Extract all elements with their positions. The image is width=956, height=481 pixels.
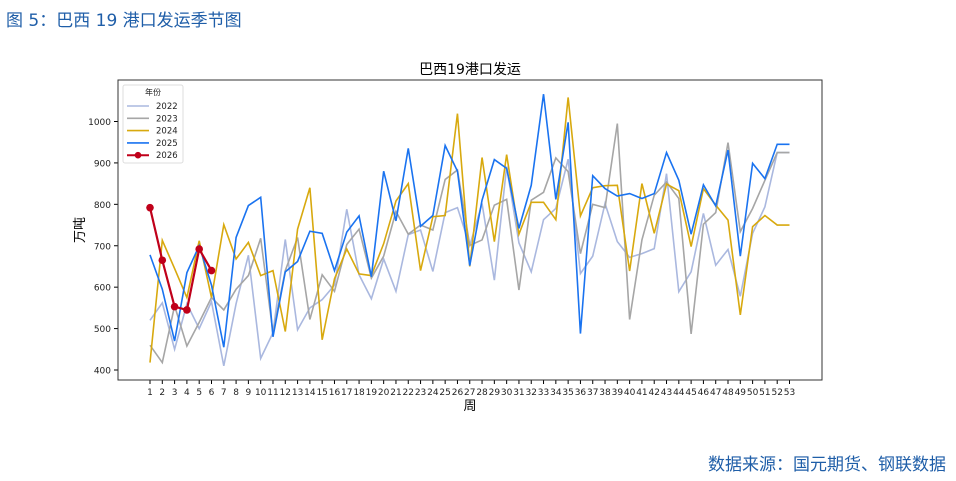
x-tick-label: 53: [784, 388, 795, 398]
y-axis-label: 万吨: [73, 217, 88, 243]
x-tick-label: 1: [147, 388, 153, 398]
figure-title: 图 5：巴西 19 港口发运季节图: [6, 11, 242, 31]
x-tick-label: 6: [209, 388, 215, 398]
x-tick-label: 46: [698, 388, 710, 398]
legend-label-2025: 2025: [156, 139, 178, 149]
x-tick-label: 32: [526, 388, 537, 398]
x-tick-label: 8: [233, 388, 239, 398]
y-tick-label: 700: [94, 242, 111, 252]
x-tick-label: 10: [255, 388, 267, 398]
x-tick-label: 3: [172, 388, 178, 398]
x-tick-label: 35: [562, 388, 573, 398]
x-tick-label: 41: [636, 388, 647, 398]
x-tick-label: 9: [246, 388, 252, 398]
series-line-2026: [148, 207, 213, 312]
data-point-2026: [195, 245, 203, 253]
x-tick-label: 17: [341, 388, 352, 398]
x-tick-label: 44: [673, 388, 685, 398]
x-tick-label: 43: [661, 388, 672, 398]
x-tick-label: 38: [599, 388, 611, 398]
x-tick-label: 4: [184, 388, 190, 398]
x-tick-label: 15: [316, 388, 327, 398]
x-tick-label: 24: [427, 388, 439, 398]
legend-label-2022: 2022: [156, 102, 178, 112]
legend-label-2024: 2024: [156, 127, 178, 137]
y-tick-label: 1000: [88, 118, 111, 128]
data-point-2026: [158, 256, 167, 265]
x-tick-label: 49: [735, 388, 747, 398]
data-point-2026: [146, 203, 154, 212]
legend-label-2026: 2026: [156, 151, 178, 161]
x-tick-label: 33: [538, 388, 549, 398]
x-tick-label: 39: [612, 388, 624, 398]
x-tick-label: 29: [489, 388, 501, 398]
series-line-2024: [149, 97, 790, 363]
data-point-2026: [170, 302, 179, 311]
x-tick-label: 22: [403, 388, 414, 398]
legend-label-2023: 2023: [156, 114, 178, 124]
x-tick-label: 30: [501, 388, 513, 398]
chart-title: 巴西19港口发运: [419, 62, 521, 78]
x-tick-label: 14: [304, 388, 316, 398]
series-line-2025: [149, 94, 790, 348]
x-tick-label: 21: [390, 388, 401, 398]
data-point-2026: [183, 306, 191, 314]
x-tick-label: 2: [159, 388, 165, 398]
y-tick-label: 900: [94, 159, 111, 169]
legend-title: 年份: [145, 87, 161, 97]
x-tick-label: 7: [221, 388, 227, 398]
x-tick-label: 40: [624, 388, 636, 398]
x-tick-label: 28: [476, 388, 488, 398]
data-source: 数据来源：国元期货、钢联数据: [708, 455, 946, 475]
series-line-2023: [149, 123, 790, 365]
x-tick-label: 5: [196, 388, 202, 398]
x-tick-label: 31: [513, 388, 524, 398]
x-tick-label: 23: [415, 388, 426, 398]
x-tick-label: 11: [267, 388, 278, 398]
x-tick-label: 20: [378, 388, 390, 398]
y-tick-label: 600: [94, 284, 111, 294]
data-point-2026: [207, 266, 216, 275]
x-tick-label: 42: [648, 388, 659, 398]
x-tick-label: 34: [550, 388, 562, 398]
x-tick-label: 25: [439, 388, 450, 398]
x-tick-label: 37: [587, 388, 598, 398]
x-tick-label: 16: [329, 388, 341, 398]
y-tick-label: 400: [94, 367, 111, 377]
x-axis-label: 周: [463, 399, 476, 414]
x-tick-label: 19: [366, 388, 378, 398]
legend-marker-2026: [134, 151, 142, 159]
x-tick-label: 27: [464, 388, 475, 398]
x-tick-label: 48: [722, 388, 734, 398]
x-tick-label: 47: [710, 388, 721, 398]
x-tick-label: 50: [747, 388, 759, 398]
x-tick-label: 52: [771, 388, 782, 398]
y-tick-label: 500: [94, 325, 111, 335]
x-tick-label: 18: [353, 388, 365, 398]
plot-frame: [117, 79, 823, 381]
x-tick-label: 13: [292, 388, 303, 398]
y-tick-label: 800: [94, 201, 111, 211]
x-tick-label: 45: [685, 388, 696, 398]
x-tick-label: 36: [575, 388, 587, 398]
x-tick-label: 26: [452, 388, 464, 398]
x-tick-label: 51: [759, 388, 770, 398]
x-tick-label: 12: [280, 388, 291, 398]
